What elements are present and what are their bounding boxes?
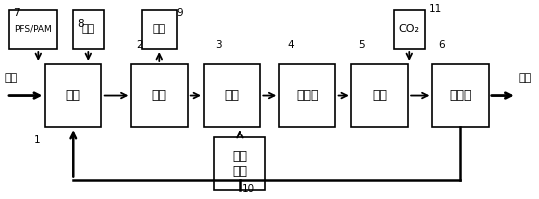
Text: 出水: 出水	[519, 73, 531, 83]
Text: 11: 11	[429, 4, 441, 14]
Text: 7: 7	[13, 8, 20, 18]
Text: 10: 10	[241, 184, 254, 194]
Text: 2: 2	[136, 40, 143, 50]
Text: 4: 4	[288, 40, 294, 50]
Bar	[215, 137, 266, 190]
Text: 6: 6	[438, 40, 445, 50]
Text: 3: 3	[215, 40, 222, 50]
Text: CO₂: CO₂	[399, 24, 420, 34]
Text: 排泥: 排泥	[153, 24, 166, 34]
Bar	[45, 64, 101, 127]
Text: 反渗透: 反渗透	[449, 89, 472, 102]
Text: 混凝: 混凝	[66, 89, 81, 102]
Text: 石灰: 石灰	[82, 24, 95, 34]
Text: 5: 5	[358, 40, 365, 50]
Text: 活性炭: 活性炭	[296, 89, 319, 102]
Bar	[131, 64, 188, 127]
Bar	[393, 10, 425, 49]
Bar	[73, 10, 104, 49]
Bar	[204, 64, 260, 127]
Bar	[432, 64, 488, 127]
Text: 砂滤: 砂滤	[224, 89, 239, 102]
Text: 中水: 中水	[5, 73, 18, 83]
Bar	[142, 10, 177, 49]
Bar	[279, 64, 335, 127]
Bar	[9, 10, 57, 49]
Text: 臭氧
氧化: 臭氧 氧化	[232, 150, 247, 178]
Text: 8: 8	[77, 20, 84, 29]
Text: 1: 1	[34, 135, 40, 145]
Text: 超滤: 超滤	[372, 89, 387, 102]
Text: 沉淀: 沉淀	[152, 89, 167, 102]
Text: 9: 9	[176, 8, 183, 18]
Text: PFS/PAM: PFS/PAM	[14, 25, 52, 34]
Bar	[351, 64, 408, 127]
